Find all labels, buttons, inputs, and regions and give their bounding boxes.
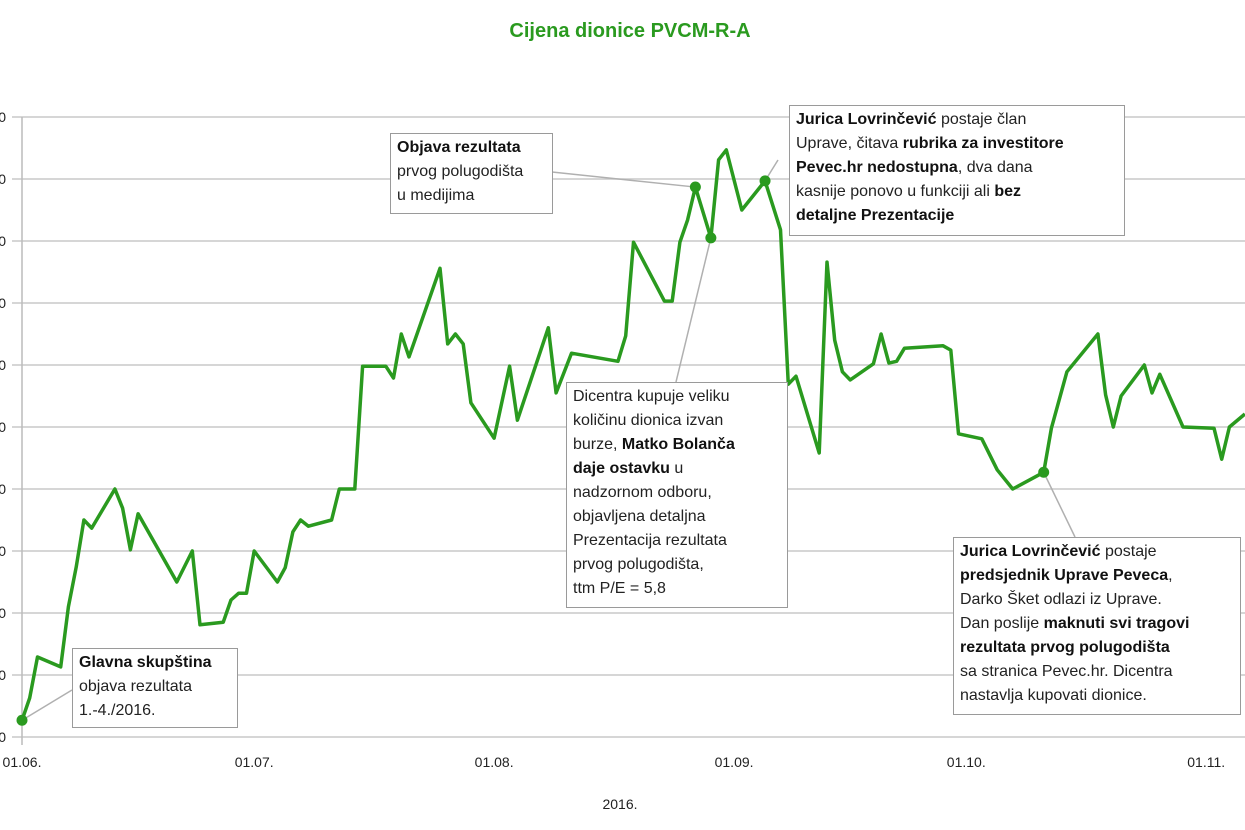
annotation-leader-line [675,237,712,383]
annotation-text: Dicentra kupuje veliku [573,388,730,405]
price-line [20,148,1245,721]
annotation-text: 1.-4./2016. [79,702,156,719]
annotation-line: Darko Šket odlazi iz Uprave. [960,588,1234,612]
annotation-marker [1038,466,1050,478]
annotation-marker [689,181,701,193]
annotation-text: Matko Bolanča [621,436,735,453]
annotation-line: Objava rezultata [397,136,546,160]
annotation-text: bez [994,183,1022,200]
x-tick-label: 01.07. [235,754,274,770]
annotation-text: Jurica Lovrinčević [960,543,1101,560]
annotation-line: nadzornom odboru, [573,481,781,505]
annotation-line: ttm P/E = 5,8 [573,577,781,601]
annotation-text: objavljena detaljna [573,508,706,525]
annotation-line: predsjednik Uprave Peveca, [960,564,1234,588]
annotation-line: Jurica Lovrinčević postaje [960,540,1234,564]
annotation-text: kasnije ponovo u funkciji ali [796,183,995,200]
y-tick-label: 0 [0,109,6,125]
y-tick-label: 0 [0,233,6,249]
x-tick-label: 01.11. [1187,754,1225,770]
annotation-line: Uprave, čitava rubrika za investitore [796,132,1118,156]
annotation-text: Darko Šket odlazi iz Uprave. [960,591,1162,608]
annotation-box: Glavna skupština objava rezultata 1.-4./20… [72,648,238,728]
annotation-text: Uprave, čitava [796,135,903,152]
annotation-text: postaje [1100,543,1157,560]
x-tick-label: 01.06. [3,754,42,770]
y-tick-label: 0 [0,419,6,435]
annotation-text: Glavna skupština [79,654,212,671]
annotation-line: detaljne Prezentacije [796,204,1118,228]
y-tick-label: 0 [0,605,6,621]
annotation-text: , dva dana [957,159,1033,176]
annotation-box: Dicentra kupuje veliku količinu dionica i… [566,382,788,608]
annotation-text: u medijima [397,187,475,204]
annotation-text: objava rezultata [79,678,192,695]
annotation-text: predsjednik Uprave Peveca [960,567,1169,584]
annotation-line: prvog polugodišta, [573,553,781,577]
annotation-text: količinu dionica izvan [573,412,724,429]
y-tick-label: 0 [0,667,6,683]
annotation-line: rezultata prvog polugodišta [960,636,1234,660]
annotation-text: Dan poslije [960,615,1044,632]
annotation-text: daje ostavku [573,460,670,477]
annotation-line: kasnije ponovo u funkciji ali bez [796,180,1118,204]
annotation-text: burze, [573,436,622,453]
chart-title: Cijena dionice PVCM-R-A [509,20,751,42]
annotation-text: rubrika za investitore [902,135,1064,152]
annotation-text: rezultata prvog polugodišta [960,639,1170,656]
annotation-text: nastavlja kupovati dionice. [960,687,1147,704]
x-tick-label: 01.10. [947,754,986,770]
annotation-text: u [669,460,684,477]
annotation-line: Pevec.hr nedostupna, dva dana [796,156,1118,180]
annotation-line: objava rezultata [79,675,231,699]
annotation-text: detaljne Prezentacije [796,207,955,224]
annotation-text: sa stranica Pevec.hr. Dicentra [960,663,1173,680]
annotation-text: prvog polugodišta [397,163,524,180]
annotation-marker [705,232,717,244]
annotation-text: prvog polugodišta, [573,556,704,573]
annotation-line: Prezentacija rezultata [573,529,781,553]
annotation-text: Objava rezultata [397,139,521,156]
annotation-text: Jurica Lovrinčević [796,111,937,128]
annotation-line: Jurica Lovrinčević postaje član [796,108,1118,132]
x-tick-label: 01.08. [475,754,514,770]
annotation-line: Dan poslije maknuti svi tragovi [960,612,1234,636]
annotation-line: nastavlja kupovati dionice. [960,684,1234,708]
annotation-text: nadzornom odboru, [573,484,712,501]
y-tick-label: 0 [0,729,6,745]
annotation-text: Prezentacija rezultata [573,532,727,549]
annotation-line: burze, Matko Bolanča [573,433,781,457]
annotation-text: , [1168,567,1173,584]
annotation-leader-line [1043,471,1076,538]
y-tick-label: 0 [0,357,6,373]
annotation-leader-line [21,689,73,721]
annotation-text: Pevec.hr nedostupna [796,159,958,176]
y-tick-label: 0 [0,295,6,311]
y-tick-label: 0 [0,543,6,559]
annotation-box: Jurica Lovrinčević postaje član Uprave, č… [789,105,1125,236]
annotation-line: Glavna skupština [79,651,231,675]
annotation-text: postaje član [936,111,1027,128]
annotation-box: Jurica Lovrinčević postaje predsjednik Up… [953,537,1241,715]
x-axis-label: 2016. [602,796,638,812]
x-tick-label: 01.09. [715,754,754,770]
annotation-marker [759,175,771,187]
annotation-marker [16,714,28,726]
annotation-line: daje ostavku u [573,457,781,481]
annotation-line: 1.-4./2016. [79,699,231,723]
y-tick-label: 0 [0,171,6,187]
annotation-line: objavljena detaljna [573,505,781,529]
annotation-line: količinu dionica izvan [573,409,781,433]
annotation-line: prvog polugodišta [397,160,546,184]
annotation-text: maknuti svi tragovi [1043,615,1190,632]
annotation-line: sa stranica Pevec.hr. Dicentra [960,660,1234,684]
annotation-line: u medijima [397,184,546,208]
annotation-leader-line [551,171,696,188]
annotation-text: ttm P/E = 5,8 [573,580,666,597]
y-tick-label: 0 [0,481,6,497]
annotation-box: Objava rezultata prvog polugodišta u medij… [390,133,553,214]
annotation-line: Dicentra kupuje veliku [573,385,781,409]
